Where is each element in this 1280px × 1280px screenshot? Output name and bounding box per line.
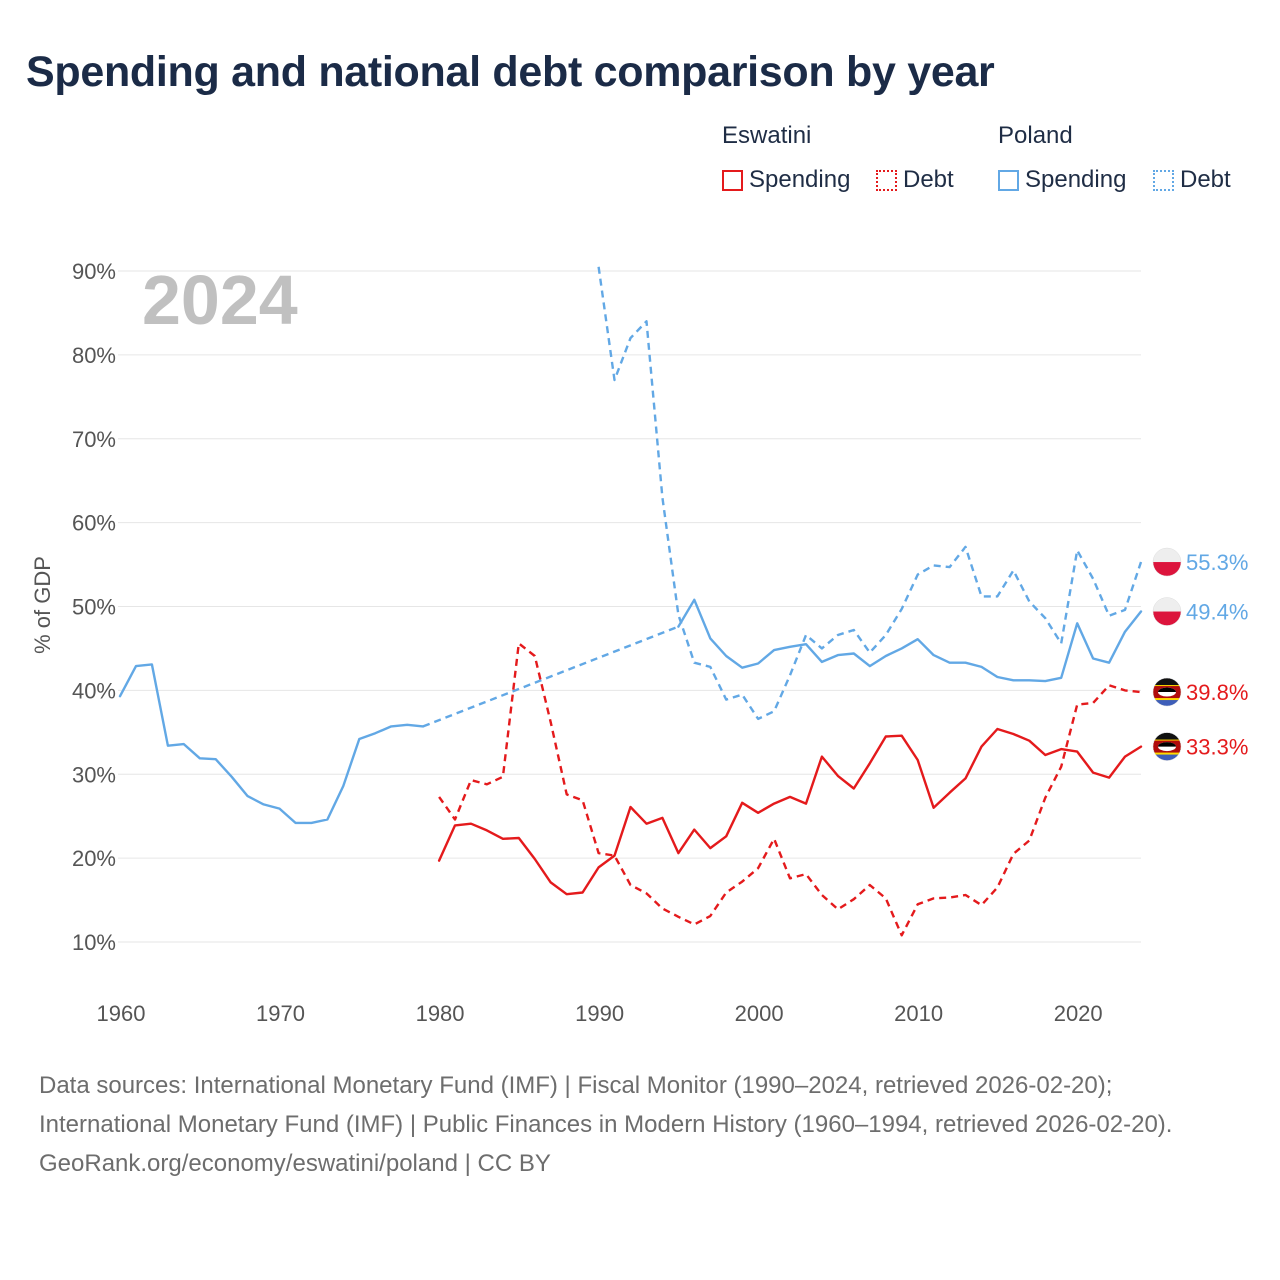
end-value-label: 39.8% [1186, 680, 1248, 705]
x-tick-label: 1960 [97, 1001, 146, 1026]
y-tick-label: 70% [72, 427, 116, 452]
end-value-label: 49.4% [1186, 600, 1248, 625]
x-tick-label: 2000 [735, 1001, 784, 1026]
legend-swatch-solid [722, 169, 743, 191]
y-tick-label: 60% [72, 511, 116, 536]
legend: Eswatini Spending Debt Poland Spending D… [722, 122, 1262, 202]
end-markers: 49.4% 55.3% 33.3% 39.8% [1152, 547, 1248, 761]
series-line-poland-debt [422, 266, 1143, 728]
end-marker-eswatini-debt: 39.8% [1152, 677, 1248, 707]
legend-swatch-solid [998, 169, 1019, 191]
end-value-label: 33.3% [1186, 735, 1248, 760]
end-marker-poland-debt: 55.3% [1152, 547, 1248, 577]
end-marker-poland-spending: 49.4% [1152, 597, 1248, 626]
eswatini-flag-icon [1153, 678, 1181, 707]
data-sources: Data sources: International Monetary Fun… [39, 1072, 1173, 1138]
footer: Data sources: International Monetary Fun… [39, 1066, 1239, 1183]
y-tick-label: 90% [72, 259, 116, 284]
credit-link[interactable]: GeoRank.org/economy/eswatini/poland | CC… [39, 1150, 551, 1177]
year-label: 2024 [142, 261, 298, 339]
legend-item-eswatini-debt[interactable]: Debt [876, 166, 954, 194]
y-axis-ticks: 10% 20% 30% 40% 50% 60% 70% 80% 90% [72, 259, 116, 955]
y-tick-label: 30% [72, 762, 116, 787]
legend-item-label: Debt [903, 166, 954, 193]
legend-swatch-dotted [876, 169, 897, 191]
eswatini-flag-icon [1153, 732, 1181, 761]
chart-title: Spending and national debt comparison by… [26, 48, 995, 96]
legend-item-label: Debt [1180, 166, 1231, 193]
legend-item-eswatini-spending[interactable]: Spending [722, 166, 850, 194]
legend-item-poland-spending[interactable]: Spending [998, 166, 1126, 194]
y-tick-label: 40% [72, 678, 116, 703]
x-tick-label: 1990 [575, 1001, 624, 1026]
x-tick-label: 2010 [894, 1001, 943, 1026]
poland-flag-icon [1153, 597, 1181, 626]
legend-swatch-dotted [1153, 169, 1174, 191]
x-tick-label: 2020 [1054, 1001, 1103, 1026]
x-axis-ticks: 1960 1970 1980 1990 2000 2010 2020 [97, 1001, 1103, 1026]
y-tick-label: 50% [72, 595, 116, 620]
legend-item-poland-debt[interactable]: Debt [1153, 166, 1231, 194]
series-line-eswatini-debt [438, 642, 1142, 937]
series-line-poland-spending [118, 598, 1143, 825]
line-chart: 10% 20% 30% 40% 50% 60% 70% 80% 90% 1960 1970 1980… [30, 259, 1248, 1026]
legend-group-poland: Poland [998, 122, 1073, 149]
end-marker-eswatini-spending: 33.3% [1152, 732, 1248, 761]
end-value-label: 55.3% [1186, 550, 1248, 575]
legend-item-label: Spending [749, 166, 851, 193]
y-tick-label: 80% [72, 343, 116, 368]
x-tick-label: 1980 [416, 1001, 465, 1026]
series-lines [118, 266, 1143, 937]
y-tick-label: 20% [72, 846, 116, 871]
legend-group-eswatini: Eswatini [722, 122, 812, 149]
legend-item-label: Spending [1025, 166, 1127, 193]
y-axis-label: % of GDP [30, 556, 55, 654]
series-line-eswatini-spending [437, 727, 1143, 896]
x-tick-label: 1970 [256, 1001, 305, 1026]
y-tick-label: 10% [72, 930, 116, 955]
poland-flag-icon [1153, 548, 1181, 577]
grid-lines [118, 270, 1141, 943]
